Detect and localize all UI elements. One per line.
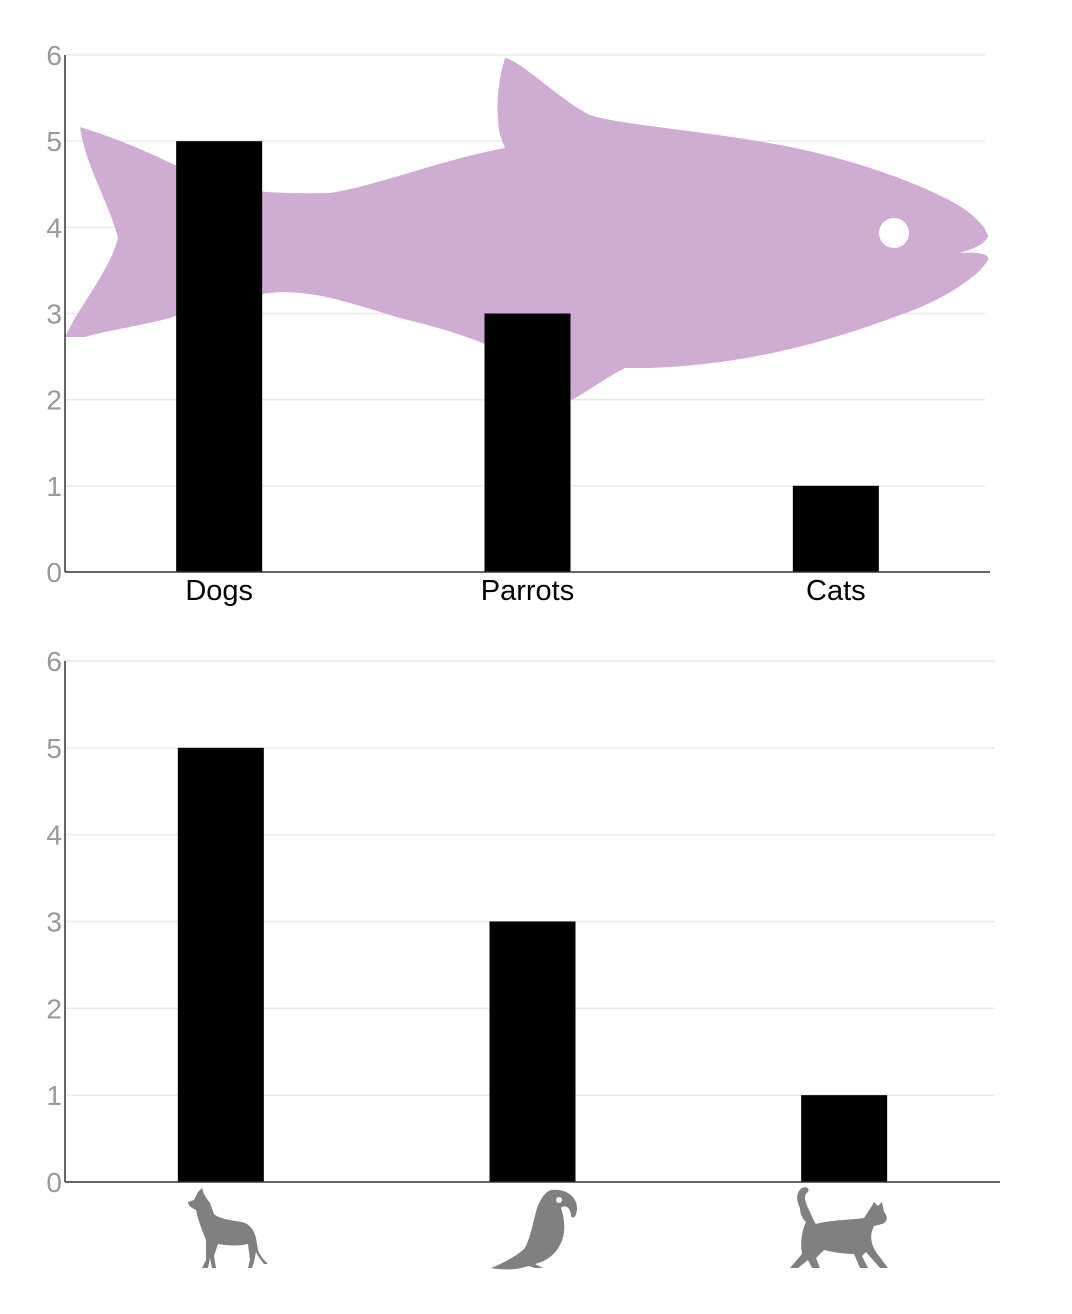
y-tick-label: 6 xyxy=(46,40,62,71)
y-tick-label: 5 xyxy=(46,126,62,157)
y-tick-label: 5 xyxy=(46,733,62,764)
chart-2-axes xyxy=(64,661,1000,1183)
chart-2-y-ticks: 0 1 2 3 4 5 6 xyxy=(46,646,62,1198)
chart-2-bars xyxy=(177,747,888,1182)
y-tick-label: 4 xyxy=(46,212,62,243)
x-category-label: Parrots xyxy=(481,575,574,607)
x-category-label: Cats xyxy=(806,575,866,607)
bar xyxy=(792,485,879,572)
y-tick-label: 3 xyxy=(46,907,62,938)
chart-1-y-ticks: 0 1 2 3 4 5 6 xyxy=(46,40,62,588)
bar xyxy=(177,747,264,1182)
parrot-icon xyxy=(491,1189,577,1270)
chart-1-axes xyxy=(64,55,990,573)
bar xyxy=(484,313,571,572)
dog-icon xyxy=(188,1188,268,1268)
y-tick-label: 3 xyxy=(46,299,62,330)
y-tick-label: 2 xyxy=(46,993,62,1024)
y-tick-label: 0 xyxy=(46,557,62,588)
bar xyxy=(176,141,263,572)
y-tick-label: 1 xyxy=(46,471,62,502)
bar xyxy=(489,921,576,1182)
chart-2: 0 1 2 3 4 5 6 xyxy=(46,646,1000,1270)
fish-eye xyxy=(879,218,909,248)
chart-1: 0 1 2 3 4 5 6 Dogs Parrots Cats xyxy=(46,40,990,607)
bar xyxy=(801,1095,888,1182)
x-category-label: Dogs xyxy=(185,575,253,607)
y-tick-label: 1 xyxy=(46,1080,62,1111)
fish-silhouette-image xyxy=(65,58,989,400)
y-tick-label: 6 xyxy=(46,646,62,677)
cat-icon xyxy=(790,1187,888,1268)
y-tick-label: 0 xyxy=(46,1167,62,1198)
chart-1-x-labels: Dogs Parrots Cats xyxy=(185,575,865,607)
y-tick-label: 4 xyxy=(46,820,62,851)
chart-1-bars xyxy=(176,141,879,572)
y-tick-label: 2 xyxy=(46,385,62,416)
